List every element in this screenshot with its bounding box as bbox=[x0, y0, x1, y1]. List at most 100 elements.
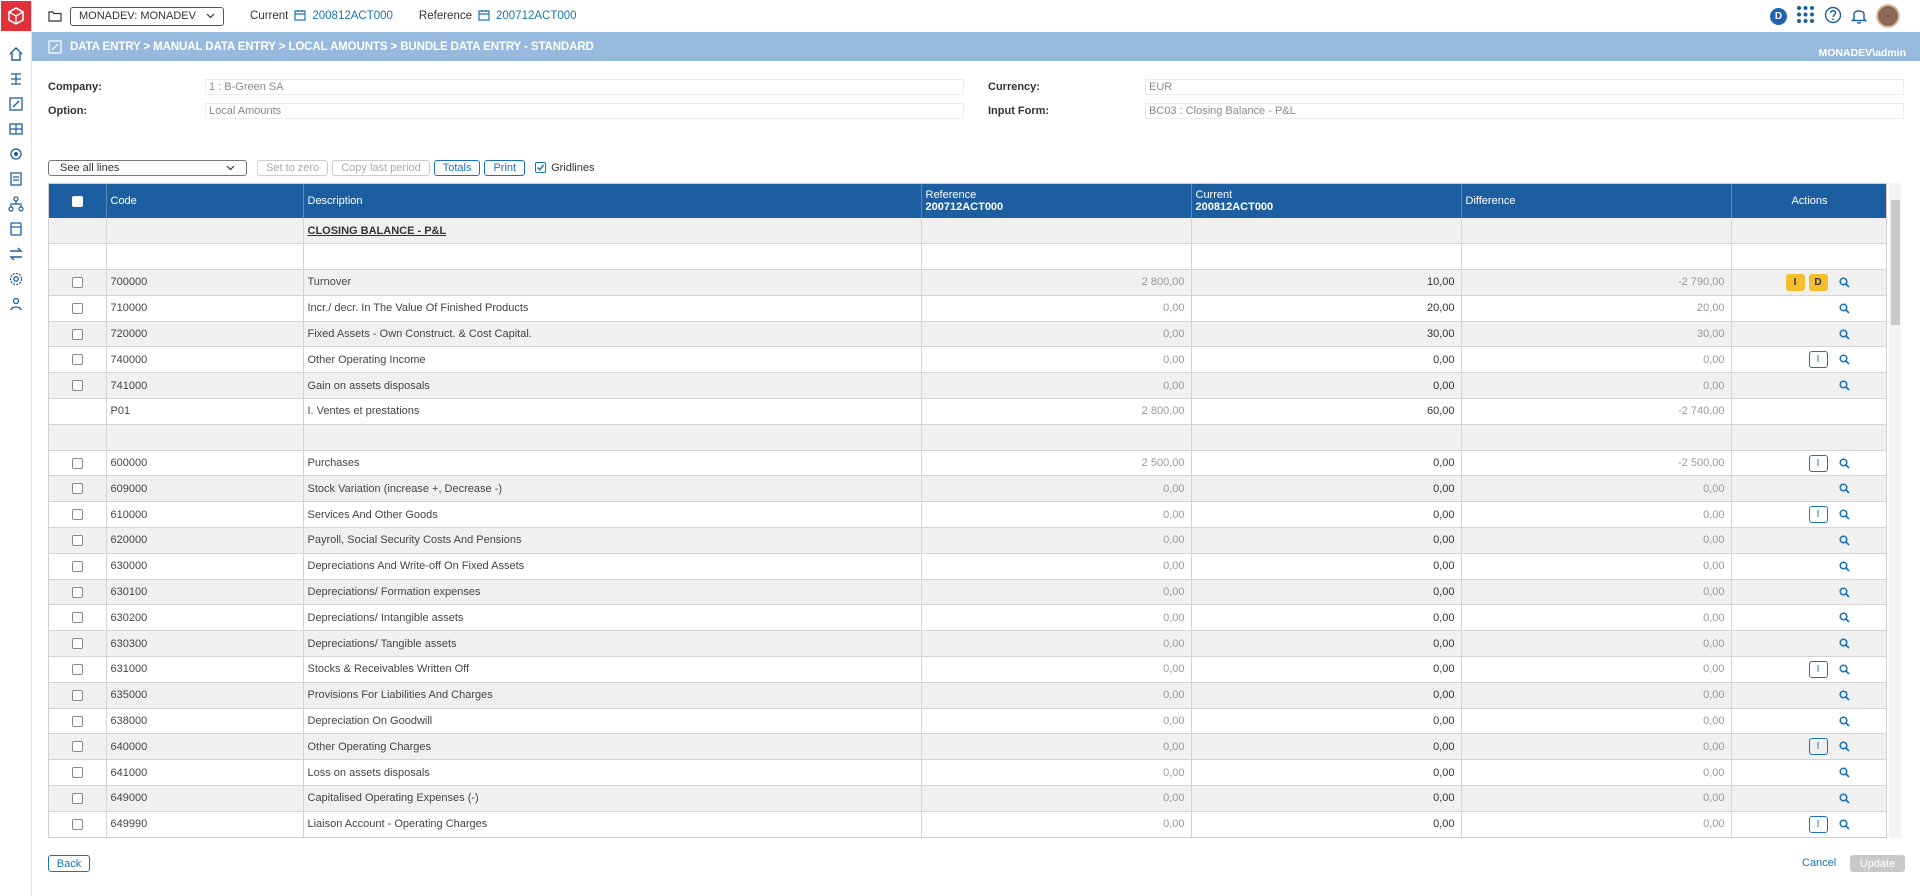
row-checkbox[interactable] bbox=[71, 586, 83, 598]
row-checkbox[interactable] bbox=[71, 767, 83, 779]
search-icon[interactable] bbox=[1838, 533, 1852, 547]
search-icon[interactable] bbox=[1838, 688, 1852, 702]
row-checkbox[interactable] bbox=[71, 483, 83, 495]
current-column-header[interactable]: Current 200812ACT000 bbox=[1191, 184, 1462, 218]
grid-scrollbar[interactable] bbox=[1889, 183, 1901, 838]
search-icon[interactable] bbox=[1838, 456, 1852, 470]
search-icon[interactable] bbox=[1838, 766, 1852, 780]
search-icon[interactable] bbox=[1838, 740, 1852, 754]
search-icon[interactable] bbox=[1838, 301, 1852, 315]
totals-button[interactable]: Totals bbox=[433, 159, 481, 176]
row-checkbox[interactable] bbox=[71, 457, 83, 469]
current-amount-cell[interactable]: 0,00 bbox=[1191, 811, 1462, 837]
folder-icon[interactable] bbox=[48, 10, 62, 22]
structure-icon[interactable] bbox=[0, 66, 32, 91]
search-icon[interactable] bbox=[1838, 637, 1852, 651]
search-icon[interactable] bbox=[1838, 559, 1852, 573]
current-amount-cell[interactable]: 0,00 bbox=[1191, 450, 1462, 477]
home-icon[interactable] bbox=[0, 41, 32, 66]
current-amount-cell[interactable]: 0,00 bbox=[1191, 682, 1462, 709]
processing-icon[interactable] bbox=[0, 141, 32, 166]
info-action-button[interactable]: I bbox=[1808, 454, 1828, 472]
current-amount-cell[interactable]: 0,00 bbox=[1191, 708, 1462, 735]
help-icon[interactable] bbox=[1824, 6, 1842, 27]
row-checkbox[interactable] bbox=[71, 612, 83, 624]
row-checkbox[interactable] bbox=[71, 509, 83, 521]
row-checkbox[interactable] bbox=[71, 328, 83, 340]
set-to-zero-button[interactable]: Set to zero bbox=[257, 159, 329, 176]
current-period-link[interactable]: 200812ACT000 bbox=[294, 9, 393, 24]
back-button[interactable]: Back bbox=[48, 855, 90, 872]
detail-action-button[interactable]: D bbox=[1808, 273, 1828, 291]
row-checkbox[interactable] bbox=[71, 535, 83, 547]
update-button[interactable]: Update bbox=[1850, 855, 1905, 872]
gridlines-checkbox[interactable] bbox=[535, 162, 547, 173]
row-checkbox[interactable] bbox=[71, 793, 83, 805]
current-amount-cell[interactable]: 0,00 bbox=[1191, 604, 1462, 632]
info-action-button[interactable]: I bbox=[1808, 660, 1828, 678]
current-amount-cell[interactable]: 0,00 bbox=[1191, 656, 1462, 683]
lines-filter-select[interactable]: See all lines bbox=[48, 159, 247, 176]
search-icon[interactable] bbox=[1838, 482, 1852, 496]
environment-select[interactable]: MONADEV: MONADEV bbox=[70, 6, 224, 26]
copy-last-period-button[interactable]: Copy last period bbox=[332, 159, 430, 176]
current-amount-cell[interactable]: 0,00 bbox=[1191, 733, 1462, 761]
data-entry-icon[interactable] bbox=[0, 91, 32, 116]
search-icon[interactable] bbox=[1838, 714, 1852, 728]
current-amount-cell[interactable]: 30,00 bbox=[1191, 321, 1462, 348]
info-action-button[interactable]: I bbox=[1808, 506, 1828, 524]
select-all-checkbox[interactable] bbox=[71, 195, 83, 207]
search-icon[interactable] bbox=[1838, 327, 1852, 341]
row-checkbox[interactable] bbox=[71, 664, 83, 676]
row-checkbox[interactable] bbox=[71, 741, 83, 753]
info-action-button[interactable]: I bbox=[1808, 738, 1828, 756]
current-amount-cell[interactable]: 0,00 bbox=[1191, 579, 1462, 606]
row-checkbox[interactable] bbox=[71, 354, 83, 366]
current-amount-cell[interactable]: 0,00 bbox=[1191, 785, 1462, 812]
code-column-header[interactable]: Code bbox=[106, 184, 304, 218]
current-amount-cell[interactable]: 0,00 bbox=[1191, 759, 1462, 787]
info-action-button[interactable]: I bbox=[1785, 273, 1805, 291]
row-checkbox[interactable] bbox=[71, 818, 83, 830]
search-icon[interactable] bbox=[1838, 508, 1852, 522]
user-badge[interactable]: D bbox=[1770, 7, 1787, 25]
row-checkbox[interactable] bbox=[71, 277, 83, 289]
search-icon[interactable] bbox=[1838, 275, 1852, 289]
search-icon[interactable] bbox=[1838, 611, 1852, 625]
current-amount-cell[interactable]: 0,00 bbox=[1191, 527, 1462, 554]
transfer-icon[interactable] bbox=[0, 241, 32, 266]
search-icon[interactable] bbox=[1838, 379, 1852, 393]
info-action-button[interactable]: I bbox=[1808, 351, 1828, 369]
search-icon[interactable] bbox=[1838, 791, 1852, 805]
current-amount-cell[interactable]: 0,00 bbox=[1191, 630, 1462, 658]
current-amount-cell[interactable]: 0,00 bbox=[1191, 346, 1462, 374]
hierarchy-icon[interactable] bbox=[0, 191, 32, 216]
reports-icon[interactable] bbox=[0, 166, 32, 191]
row-checkbox[interactable] bbox=[71, 302, 83, 314]
current-amount-cell[interactable]: 10,00 bbox=[1191, 269, 1462, 296]
settings-icon[interactable] bbox=[0, 266, 32, 291]
row-checkbox[interactable] bbox=[71, 715, 83, 727]
avatar[interactable] bbox=[1876, 4, 1900, 28]
info-action-button[interactable]: I bbox=[1808, 815, 1828, 833]
row-checkbox[interactable] bbox=[71, 638, 83, 650]
row-checkbox[interactable] bbox=[71, 689, 83, 701]
bell-icon[interactable] bbox=[1850, 6, 1868, 27]
cancel-link[interactable]: Cancel bbox=[1802, 857, 1837, 869]
current-amount-cell[interactable]: 0,00 bbox=[1191, 553, 1462, 580]
row-checkbox[interactable] bbox=[71, 380, 83, 392]
apps-grid-icon[interactable] bbox=[1796, 5, 1815, 27]
users-icon[interactable] bbox=[0, 291, 32, 316]
current-amount-cell[interactable]: 0,00 bbox=[1191, 475, 1462, 503]
description-column-header[interactable]: Description bbox=[303, 184, 922, 218]
current-amount-cell[interactable]: 20,00 bbox=[1191, 295, 1462, 322]
consolidation-icon[interactable] bbox=[0, 116, 32, 141]
search-icon[interactable] bbox=[1838, 817, 1852, 831]
search-icon[interactable] bbox=[1838, 353, 1852, 367]
database-icon[interactable] bbox=[0, 216, 32, 241]
reference-column-header[interactable]: Reference 200712ACT000 bbox=[921, 184, 1192, 218]
scrollbar-thumb[interactable] bbox=[1891, 200, 1900, 325]
app-logo[interactable] bbox=[1, 1, 31, 31]
row-checkbox[interactable] bbox=[71, 560, 83, 572]
print-button[interactable]: Print bbox=[484, 159, 526, 176]
